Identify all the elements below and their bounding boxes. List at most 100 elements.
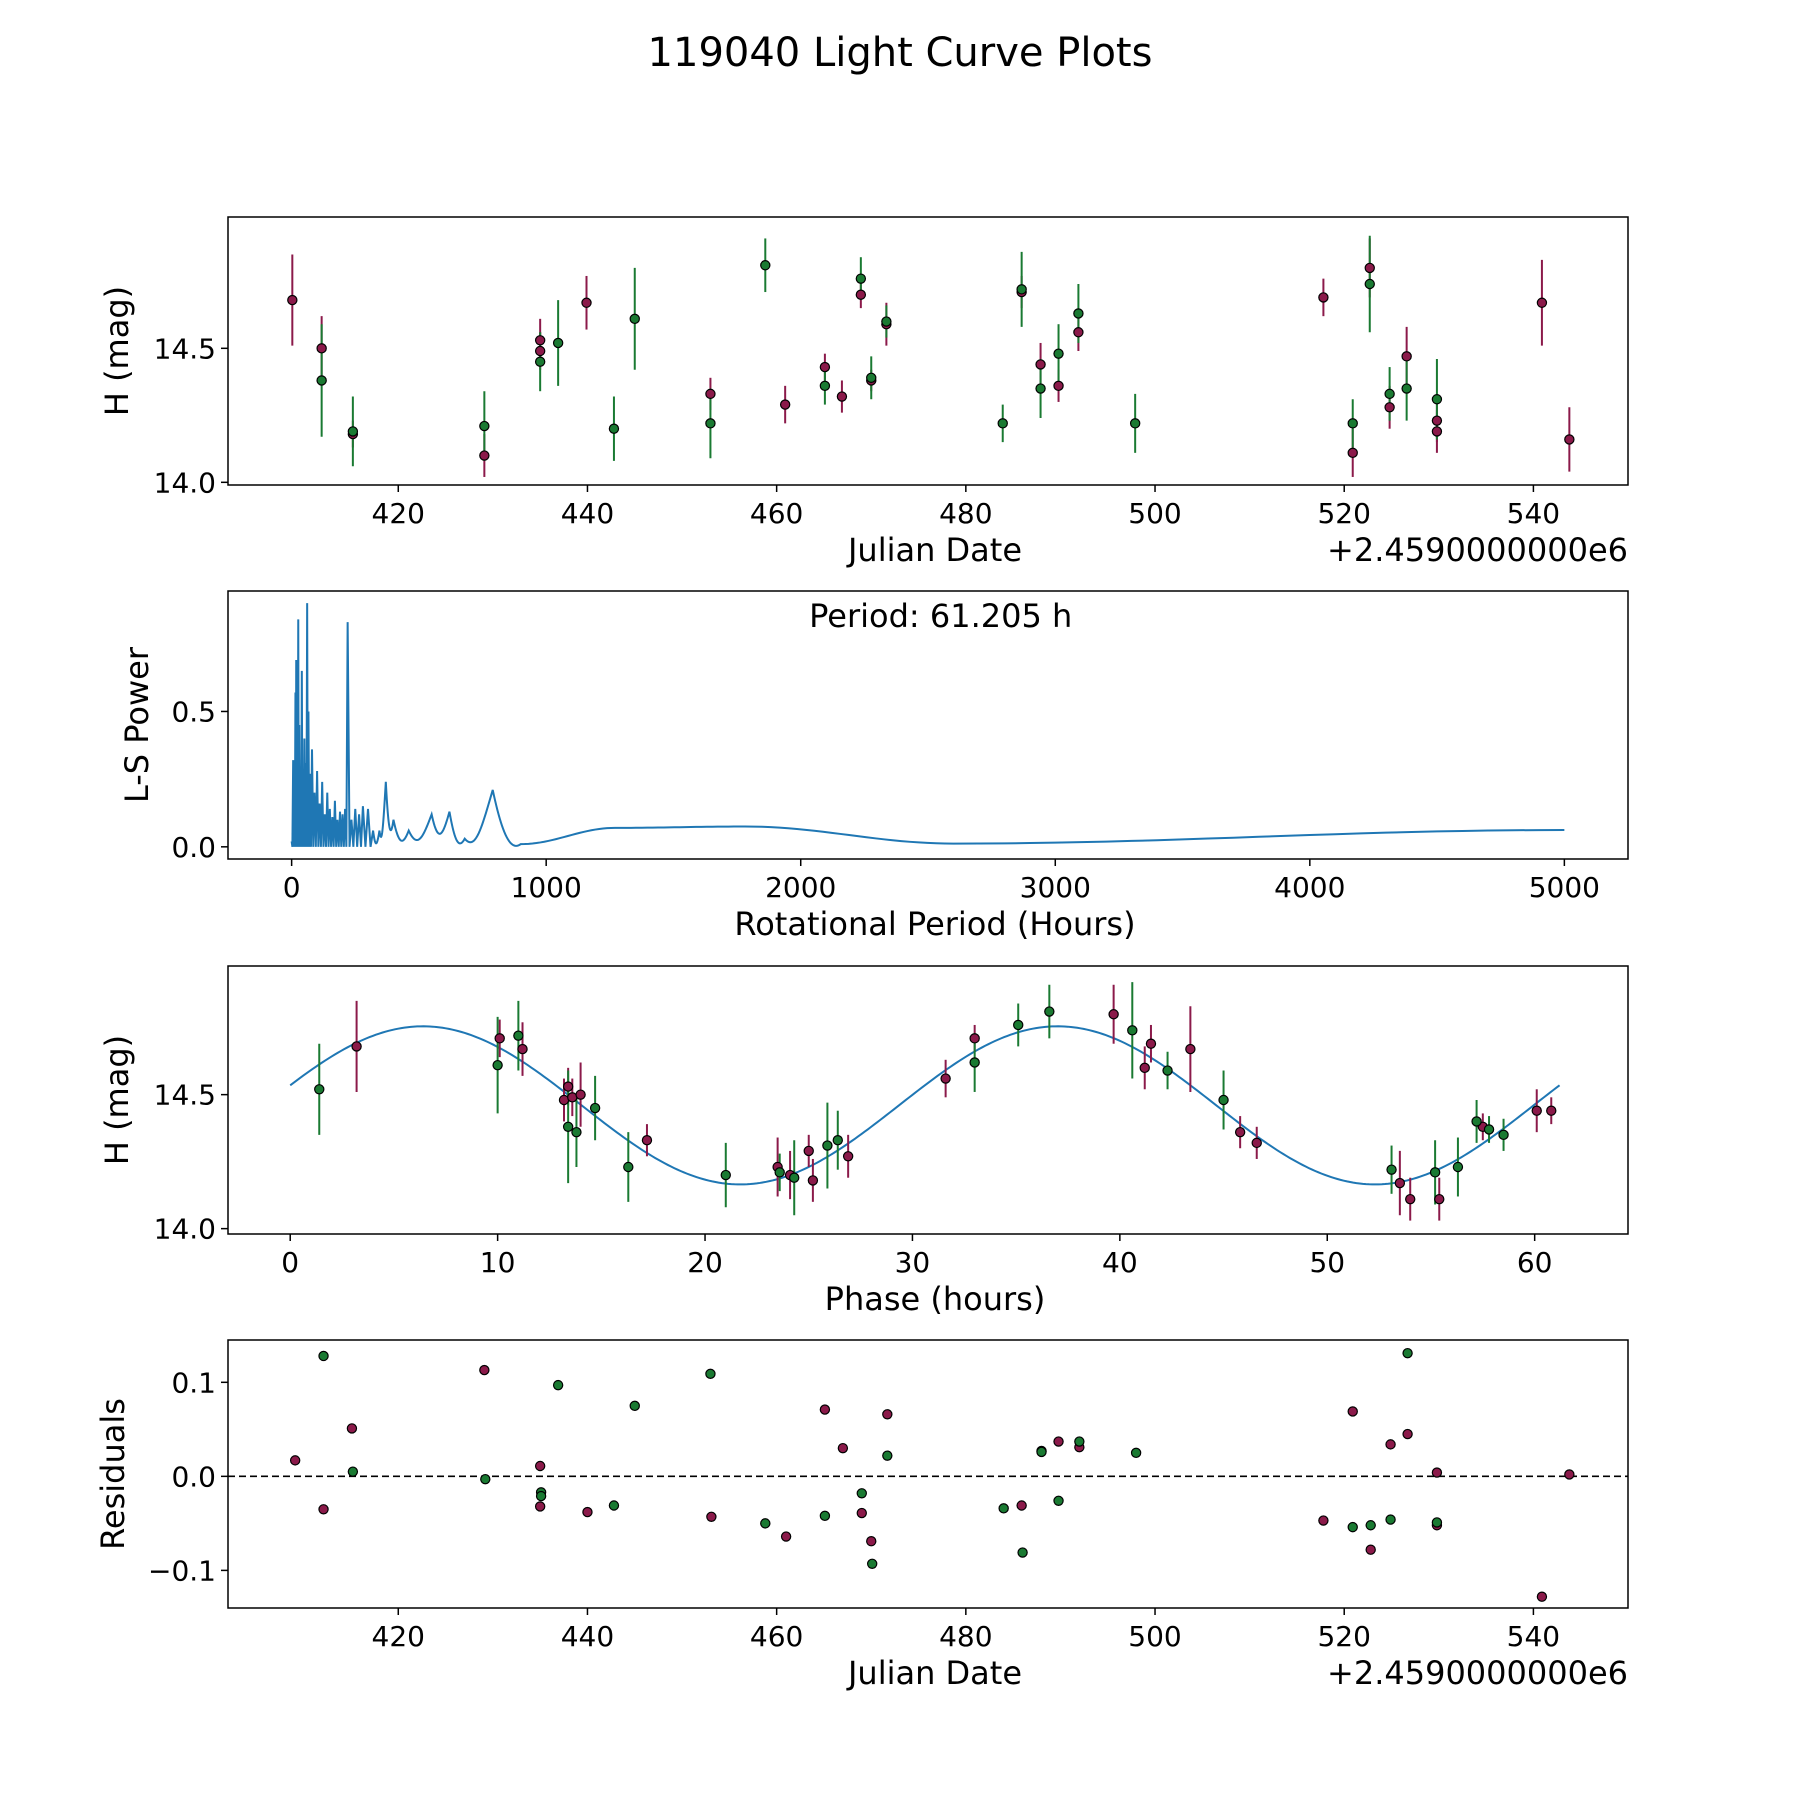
red-data-point [1394,1177,1406,1189]
green-data-point [832,1134,843,1146]
green-data-point [316,375,327,386]
y-axis-label: H (mag) [98,286,136,416]
green-data-point [623,1161,634,1173]
x-tick-label: 1000 [511,871,582,904]
green-data-point [969,1057,980,1068]
x-tick-label: 540 [1507,1620,1560,1653]
y-axis-label: H (mag) [98,1035,136,1165]
x-tick-label: 5000 [1529,871,1600,904]
green-data-point [1035,383,1046,394]
y-tick-label: −0.1 [148,1554,216,1587]
period-annotation: Period: 61.205 h [809,597,1072,635]
green-data-point [705,418,716,429]
x-axis-label: Phase (hours) [825,1280,1046,1318]
x-tick-label: 0 [281,1246,299,1279]
periodogram-panel: 0 1000 2000 3000 4000 5000 0.0 0.5 Rotational Pe… [118,590,1629,943]
red-data-point [779,399,791,410]
y-tick-label: 0.0 [171,831,216,864]
red-data-point [1364,262,1375,274]
lightcurve-plot-area [287,235,1575,477]
red-data-point [641,1134,653,1146]
red-data-point [705,388,716,400]
green-data-point [774,1167,785,1178]
x-tick-label: 440 [561,497,614,530]
green-data-point [608,1500,620,1511]
green-data-point [492,1059,503,1071]
red-data-point [819,1404,831,1415]
green-data-point [1073,308,1084,319]
x-axis-label: Rotational Period (Hours) [734,905,1135,943]
red-data-point [316,343,327,354]
red-data-point [1318,292,1329,303]
x-tick-label: 500 [1128,497,1181,530]
green-data-point [822,1140,833,1151]
y-axis-label: L-S Power [118,646,156,803]
green-data-point [855,273,867,284]
red-data-point [1536,297,1548,308]
x-tick-label: 0 [283,871,301,904]
green-data-point [819,380,831,392]
y-tick-label: 14.0 [154,466,216,499]
red-data-point [1347,1406,1358,1417]
y-tick-label: 14.5 [154,332,216,365]
green-data-point [1452,1161,1464,1173]
red-data-point [837,1442,849,1454]
red-data-point [1145,1038,1157,1049]
green-data-point [480,1473,491,1485]
green-data-point [1053,1495,1064,1507]
green-data-point [318,1350,329,1362]
red-data-point [517,1043,528,1055]
red-data-point [1234,1126,1246,1138]
x-tick-label: 440 [561,1620,614,1653]
red-data-point [780,1531,792,1542]
green-data-point [1364,278,1375,290]
red-data-point [575,1089,586,1100]
x-offset-text: +2.4590000000e6 [1327,1654,1628,1692]
periodogram-axes-frame [227,590,1629,860]
y-tick-label: 14.0 [154,1213,216,1246]
x-tick-label: 20 [687,1246,723,1279]
y-tick-label: 0.5 [171,695,216,728]
green-data-point [314,1084,325,1095]
red-data-point [534,345,546,357]
x-tick-label: 40 [1102,1246,1138,1279]
red-data-point [706,1511,717,1522]
red-data-point [1546,1105,1557,1116]
red-data-point [1016,1500,1027,1511]
red-data-point [287,294,298,306]
green-data-point [998,1503,1009,1514]
red-data-point [1185,1043,1196,1055]
red-data-point [562,1081,574,1092]
red-data-point [1401,351,1412,362]
phase-panel: 0 10 20 30 40 50 60 14.0 14.5 Phase (hours) H (mag… [98,965,1629,1318]
x-axis-label: Julian Date [846,1654,1022,1692]
x-tick-label: 2000 [765,871,836,904]
red-data-point [318,1504,329,1515]
red-data-point [1402,1428,1413,1440]
x-tick-label: 30 [895,1246,931,1279]
red-data-point [866,1536,877,1547]
lightcurve-panel: 420 440 460 480 500 520 540 14.0 14.5 Julian Date… [98,216,1629,569]
red-data-point [494,1033,505,1044]
green-data-point [760,260,771,271]
green-data-point [819,1510,831,1522]
fit-curve [289,1025,1561,1186]
green-data-point [1347,1521,1358,1533]
red-data-point [819,361,831,373]
red-data-point [1053,1436,1064,1447]
red-data-point [969,1033,980,1044]
green-data-point [1013,1019,1024,1031]
green-data-point [705,1368,716,1380]
x-tick-label: 520 [1317,1620,1370,1653]
green-data-point [882,1450,893,1461]
red-data-point [1139,1062,1150,1074]
red-data-point [1385,1439,1396,1450]
red-data-point [1431,1467,1443,1478]
red-data-point [855,289,867,300]
green-data-point [1483,1124,1495,1135]
red-data-point [1431,415,1443,426]
green-data-point [866,1558,878,1570]
green-data-point [1498,1129,1509,1141]
green-data-point [1129,418,1141,429]
